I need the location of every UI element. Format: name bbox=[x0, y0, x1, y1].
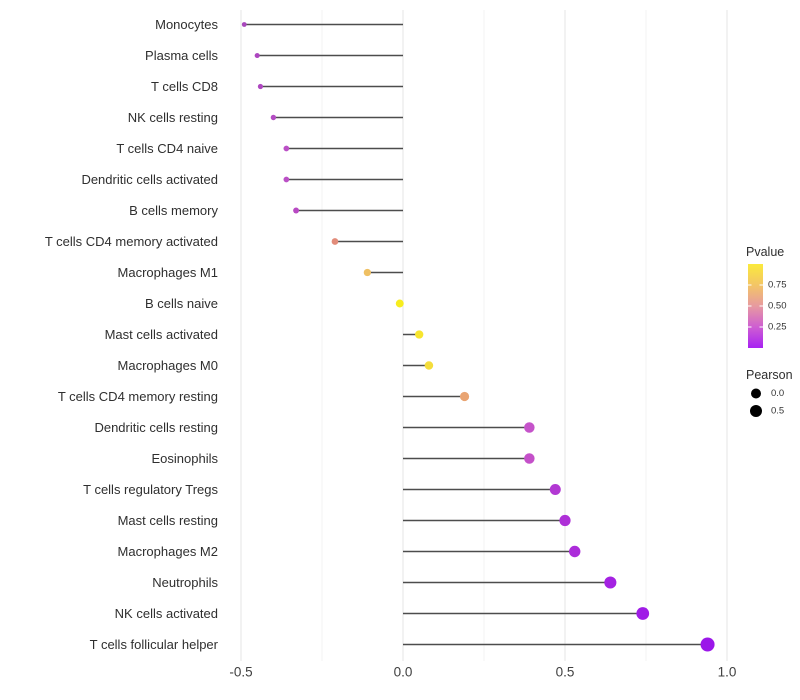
category-label: T cells CD4 naive bbox=[116, 141, 218, 156]
category-label: Dendritic cells activated bbox=[81, 172, 218, 187]
pvalue-colorbar bbox=[748, 264, 763, 348]
pvalue-legend-tick-label: 0.50 bbox=[768, 301, 787, 312]
data-point bbox=[700, 637, 715, 652]
data-point bbox=[241, 22, 247, 27]
pearson-legend-label: 0.0 bbox=[771, 388, 784, 399]
data-point bbox=[363, 268, 372, 277]
data-point bbox=[559, 514, 571, 527]
category-label: Mast cells resting bbox=[118, 513, 218, 528]
data-point bbox=[283, 176, 290, 183]
data-point bbox=[395, 299, 404, 308]
x-axis-tick-label: -0.5 bbox=[229, 665, 252, 680]
pearson-legend-dot bbox=[751, 388, 761, 399]
category-label: T cells follicular helper bbox=[90, 637, 219, 652]
category-label: Mast cells activated bbox=[105, 327, 218, 342]
data-point bbox=[424, 361, 434, 370]
data-point bbox=[254, 52, 260, 59]
category-label: NK cells activated bbox=[115, 606, 218, 621]
category-label: B cells naive bbox=[145, 296, 218, 311]
category-label: T cells regulatory Tregs bbox=[83, 482, 218, 497]
data-point bbox=[283, 145, 290, 152]
category-label: NK cells resting bbox=[128, 110, 218, 125]
x-axis-tick-label: 0.5 bbox=[556, 665, 575, 680]
category-label: B cells memory bbox=[129, 203, 218, 218]
category-label: T cells CD4 memory resting bbox=[58, 389, 218, 404]
x-axis-tick-label: 0.0 bbox=[394, 665, 413, 680]
category-label: Macrophages M1 bbox=[118, 265, 218, 280]
data-point bbox=[604, 576, 617, 589]
data-point bbox=[636, 607, 650, 620]
data-point bbox=[270, 114, 277, 121]
pearson-legend-dot bbox=[750, 405, 762, 417]
pearson-legend-title: Pearson bbox=[746, 368, 793, 382]
data-point bbox=[524, 453, 535, 464]
data-point bbox=[524, 422, 535, 433]
category-label: T cells CD4 memory activated bbox=[45, 234, 218, 249]
pvalue-legend-tick-label: 0.75 bbox=[768, 280, 787, 291]
category-label: Plasma cells bbox=[145, 48, 218, 63]
pearson-legend-label: 0.5 bbox=[771, 406, 784, 417]
category-label: Macrophages M0 bbox=[118, 358, 218, 373]
category-label: Monocytes bbox=[155, 17, 218, 32]
data-point bbox=[415, 330, 424, 339]
category-label: Macrophages M2 bbox=[118, 544, 218, 559]
data-point bbox=[549, 483, 561, 496]
category-label: T cells CD8 bbox=[151, 79, 218, 94]
data-point bbox=[293, 207, 300, 214]
pvalue-legend-title: Pvalue bbox=[746, 245, 784, 259]
category-label: Dendritic cells resting bbox=[94, 420, 218, 435]
data-point bbox=[459, 391, 470, 402]
category-label: Neutrophils bbox=[152, 575, 218, 590]
category-label: Eosinophils bbox=[152, 451, 219, 466]
pvalue-legend-tick-label: 0.25 bbox=[768, 322, 787, 333]
data-point bbox=[257, 83, 264, 90]
data-point bbox=[331, 238, 339, 245]
x-axis-tick-label: 1.0 bbox=[718, 665, 737, 680]
data-point bbox=[569, 545, 581, 558]
